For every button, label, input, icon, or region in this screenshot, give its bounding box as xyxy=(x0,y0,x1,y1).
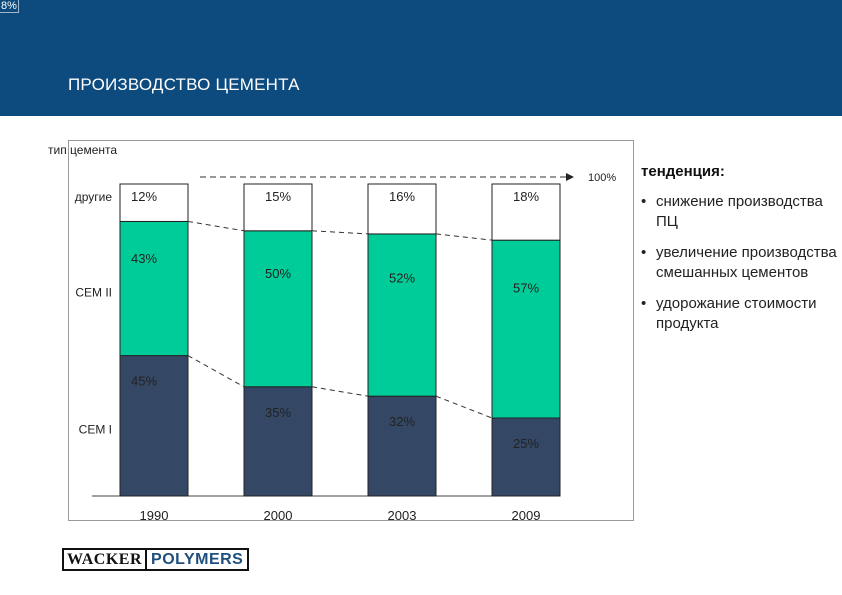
x-tick-label: 1990 xyxy=(140,508,169,523)
logo-polymers: POLYMERS xyxy=(147,548,250,571)
trend-title: тенденция: xyxy=(641,163,725,180)
data-label: 12% xyxy=(131,189,157,204)
logo-wacker: WACKER xyxy=(62,548,148,571)
trend-item-text: снижение производства ПЦ xyxy=(656,193,823,230)
header-bar xyxy=(0,0,842,116)
y-axis-label: тип цемента xyxy=(48,143,118,157)
bar-cem-ii-1990 xyxy=(119,220,189,357)
x-tick-label: 2000 xyxy=(264,508,293,523)
x-tick-label: 2003 xyxy=(388,508,417,523)
data-label: 25% xyxy=(513,436,539,451)
connector-line xyxy=(435,233,493,241)
connector-line xyxy=(435,395,493,419)
x-tick-label: 2009 xyxy=(512,508,541,523)
bar-cem-ii-2000 xyxy=(243,230,313,388)
connector-line xyxy=(187,355,245,388)
data-label: 43% xyxy=(131,251,157,266)
trend-list: • снижение производства ПЦ • увеличение пр… xyxy=(641,192,841,345)
bar-другие-2000 xyxy=(243,183,313,232)
bar-cem-i-2000 xyxy=(243,386,313,497)
data-label: 15% xyxy=(265,189,291,204)
bar-cem-i-1990 xyxy=(119,355,189,497)
bar-cem-ii-2009 xyxy=(491,239,561,419)
data-label: 50% xyxy=(265,266,291,281)
bar-другие-1990 xyxy=(119,183,189,222)
bullet-icon: • xyxy=(641,295,647,312)
bar-cem-i-2003 xyxy=(367,395,437,497)
data-label: 16% xyxy=(389,189,415,204)
data-label: 52% xyxy=(389,270,415,285)
connector-line xyxy=(187,220,245,232)
connector-line xyxy=(311,230,369,235)
data-label: 57% xyxy=(513,281,539,296)
chart-frame xyxy=(68,140,634,521)
data-label: 45% xyxy=(131,374,157,389)
wacker-polymers-logo: WACKER POLYMERS xyxy=(62,548,250,571)
bar-cem-i-2009 xyxy=(491,417,561,497)
data-label: 18% xyxy=(513,189,539,204)
connector-line xyxy=(311,386,369,397)
bar-cem-ii-2003 xyxy=(367,233,437,397)
data-label: 32% xyxy=(389,414,415,429)
trend-item-text: удорожание стоимости продукта xyxy=(656,295,817,332)
trend-item-text: увеличение производства смешанных цемент… xyxy=(656,244,837,281)
trend-item: • увеличение производства смешанных цемен… xyxy=(641,243,841,283)
bullet-icon: • xyxy=(641,193,647,210)
series-label: CEM II xyxy=(75,285,112,299)
page-title: ПРОИЗВОДСТВО ЦЕМЕНТА xyxy=(68,75,300,94)
arrow-icon xyxy=(566,173,574,181)
data-label: 35% xyxy=(265,405,291,420)
trend-item: • удорожание стоимости продукта xyxy=(641,294,841,334)
bullet-icon: • xyxy=(641,244,647,261)
series-label: другие xyxy=(75,190,113,204)
bar-другие-2009 xyxy=(491,183,561,241)
bar-другие-2003 xyxy=(367,183,437,235)
series-label: CEM I xyxy=(79,423,112,437)
corner-label: 8% xyxy=(0,0,19,13)
reference-label: 100% xyxy=(588,172,616,184)
trend-item: • снижение производства ПЦ xyxy=(641,192,841,232)
